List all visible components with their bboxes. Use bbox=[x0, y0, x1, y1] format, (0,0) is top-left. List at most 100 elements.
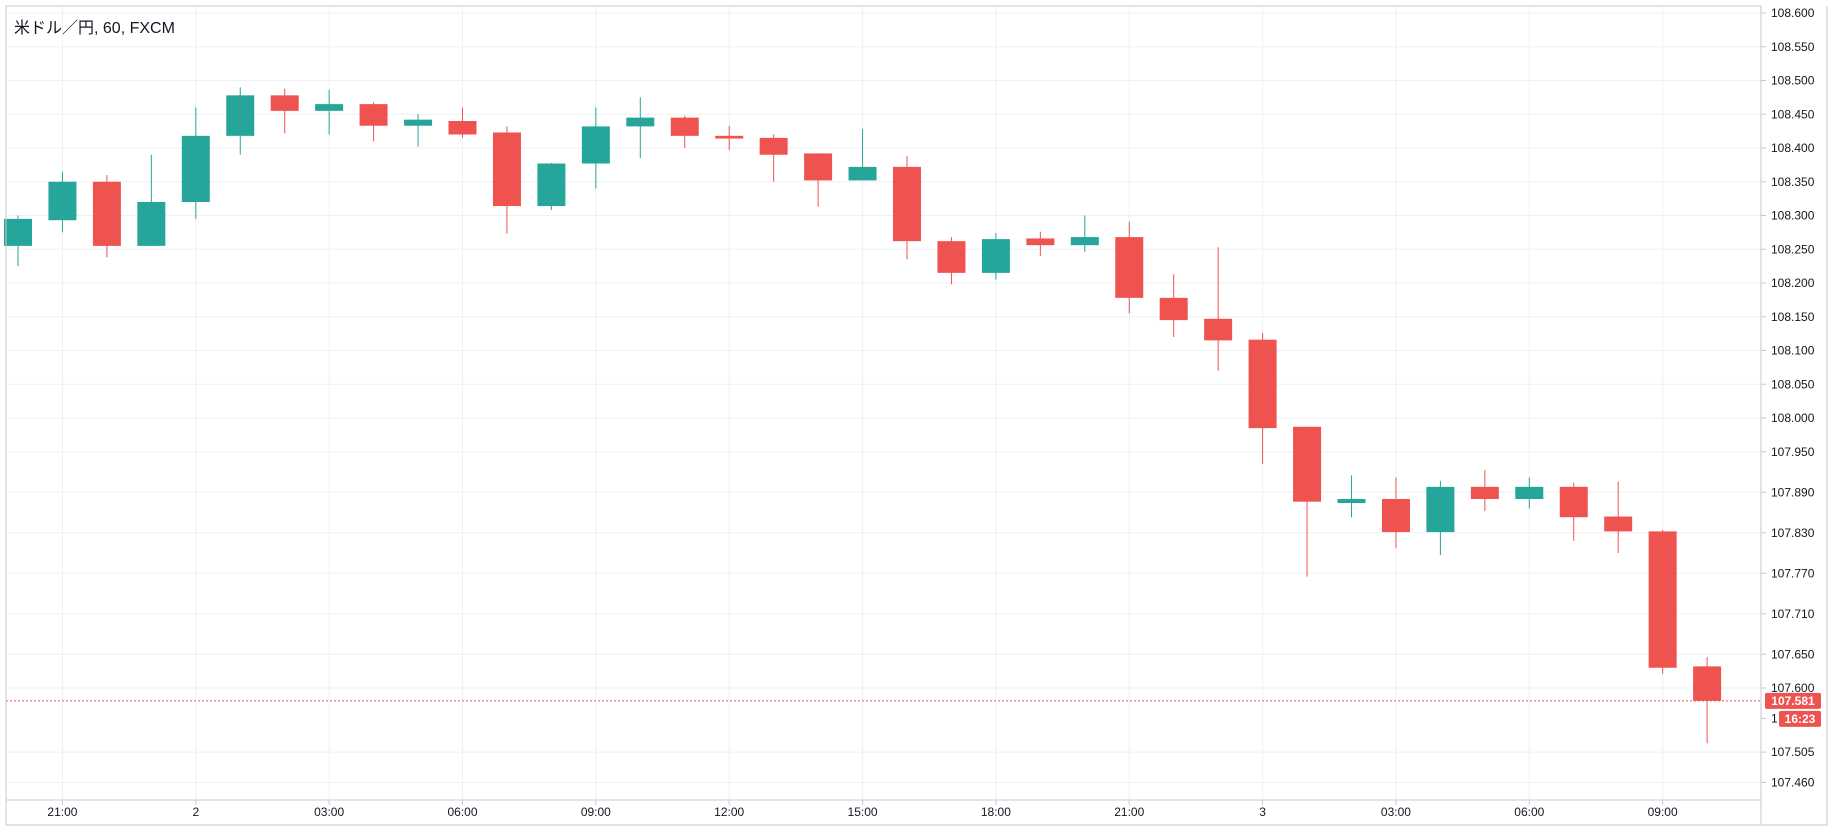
candle-body bbox=[48, 181, 77, 221]
candle bbox=[270, 88, 299, 134]
x-tick-label: 09:00 bbox=[581, 805, 611, 819]
y-tick-label: 107.830 bbox=[1771, 526, 1815, 540]
y-tick-label: 107.650 bbox=[1771, 647, 1815, 661]
candle-body bbox=[92, 181, 121, 246]
y-tick-label: 107.950 bbox=[1771, 445, 1815, 459]
candle bbox=[1293, 426, 1322, 577]
candle-body bbox=[804, 153, 833, 181]
candle bbox=[137, 154, 166, 246]
candle bbox=[1604, 481, 1633, 553]
candle bbox=[715, 125, 744, 151]
y-tick-label: 107.770 bbox=[1771, 566, 1815, 580]
y-tick-label: 108.450 bbox=[1771, 107, 1815, 121]
candle bbox=[1026, 231, 1055, 256]
candle bbox=[581, 107, 610, 189]
candle bbox=[448, 107, 477, 138]
candle-body bbox=[1559, 486, 1588, 518]
y-tick-label: 108.050 bbox=[1771, 377, 1815, 391]
last-price-tag bbox=[1765, 692, 1821, 709]
x-tick-label: 06:00 bbox=[447, 805, 477, 819]
candle-body bbox=[581, 126, 610, 164]
candle bbox=[92, 175, 121, 258]
y-tick-label: 107.460 bbox=[1771, 776, 1815, 790]
candle bbox=[626, 97, 655, 159]
candle-body bbox=[1248, 339, 1277, 429]
price-tags: 107.581 16:23 bbox=[1765, 692, 1821, 727]
x-tick-label: 09:00 bbox=[1648, 805, 1678, 819]
candle bbox=[1248, 332, 1277, 464]
candle bbox=[893, 156, 921, 260]
candle bbox=[1693, 656, 1722, 744]
x-tick-label: 03:00 bbox=[1381, 805, 1411, 819]
candle bbox=[537, 162, 566, 211]
plot-border bbox=[5, 5, 1762, 826]
y-tick-label: 108.350 bbox=[1771, 175, 1815, 189]
y-tick-label: 108.550 bbox=[1771, 40, 1815, 54]
candle-body bbox=[492, 132, 521, 207]
symbol-legend: 米ドル／円, 60, FXCM bbox=[14, 20, 175, 37]
x-tick-label: 2 bbox=[192, 805, 199, 819]
candle-body bbox=[1426, 486, 1455, 533]
candle bbox=[1204, 247, 1233, 371]
x-tick-label: 03:00 bbox=[314, 805, 344, 819]
candle bbox=[359, 102, 388, 142]
candle bbox=[4, 215, 32, 267]
x-tick-label: 21:00 bbox=[47, 805, 77, 819]
y-tick-label: 108.100 bbox=[1771, 344, 1815, 358]
candle-body bbox=[315, 104, 344, 111]
countdown-tag bbox=[1779, 710, 1821, 727]
y-tick-label: 108.000 bbox=[1771, 411, 1815, 425]
candle bbox=[1648, 530, 1677, 674]
candle-body bbox=[1337, 499, 1366, 504]
candle-body bbox=[1159, 297, 1188, 321]
grid-lines bbox=[6, 6, 1761, 800]
x-tick-label: 12:00 bbox=[714, 805, 744, 819]
price-axis[interactable]: 108.600 108.550 108.500 108.450 108.400 108.3… bbox=[1761, 6, 1815, 790]
candle-body bbox=[937, 241, 966, 273]
candle bbox=[1115, 221, 1144, 314]
candle bbox=[1559, 482, 1588, 541]
y-tick-label: 108.150 bbox=[1771, 310, 1815, 324]
candle bbox=[48, 171, 77, 233]
candle-body bbox=[1693, 666, 1722, 701]
candle-body bbox=[1648, 531, 1677, 668]
candle bbox=[181, 107, 210, 219]
candle bbox=[1159, 274, 1188, 337]
candle-body bbox=[270, 95, 299, 111]
candle-body bbox=[359, 104, 388, 126]
candle bbox=[1470, 469, 1499, 512]
candle-body bbox=[537, 163, 566, 207]
candle bbox=[1426, 480, 1455, 556]
x-tick-label: 06:00 bbox=[1514, 805, 1544, 819]
candle-body bbox=[137, 202, 166, 246]
candle bbox=[1337, 475, 1366, 518]
candle-body bbox=[1070, 237, 1099, 246]
x-tick-label: 3 bbox=[1259, 805, 1266, 819]
candle bbox=[404, 114, 433, 147]
candle bbox=[1381, 477, 1410, 549]
candle-body bbox=[715, 135, 744, 139]
candle-body bbox=[1026, 238, 1055, 246]
countdown-tag-label: 16:23 bbox=[1785, 712, 1816, 726]
y-tick-label: 107.710 bbox=[1771, 607, 1815, 621]
x-tick-label: 15:00 bbox=[848, 805, 878, 819]
candle bbox=[492, 126, 521, 234]
candle-body bbox=[1515, 486, 1544, 499]
candle-body bbox=[448, 121, 477, 135]
candle bbox=[315, 89, 344, 135]
candle-body bbox=[1381, 499, 1410, 533]
y-tick-label: 108.300 bbox=[1771, 209, 1815, 223]
candle bbox=[226, 87, 255, 155]
y-tick-label: 108.250 bbox=[1771, 242, 1815, 256]
candle-body bbox=[181, 135, 210, 202]
y-tick-label: 107.505 bbox=[1771, 745, 1815, 759]
time-axis[interactable]: 21:00 2 03:00 06:00 09:00 12:00 15:00 18:00 21:0… bbox=[47, 800, 1678, 819]
candle-body bbox=[670, 117, 699, 136]
candle-body bbox=[1293, 426, 1322, 502]
candle-body bbox=[226, 95, 255, 136]
candle-body bbox=[1115, 237, 1144, 298]
chart-frame bbox=[5, 5, 1828, 826]
candle-body bbox=[759, 137, 788, 155]
